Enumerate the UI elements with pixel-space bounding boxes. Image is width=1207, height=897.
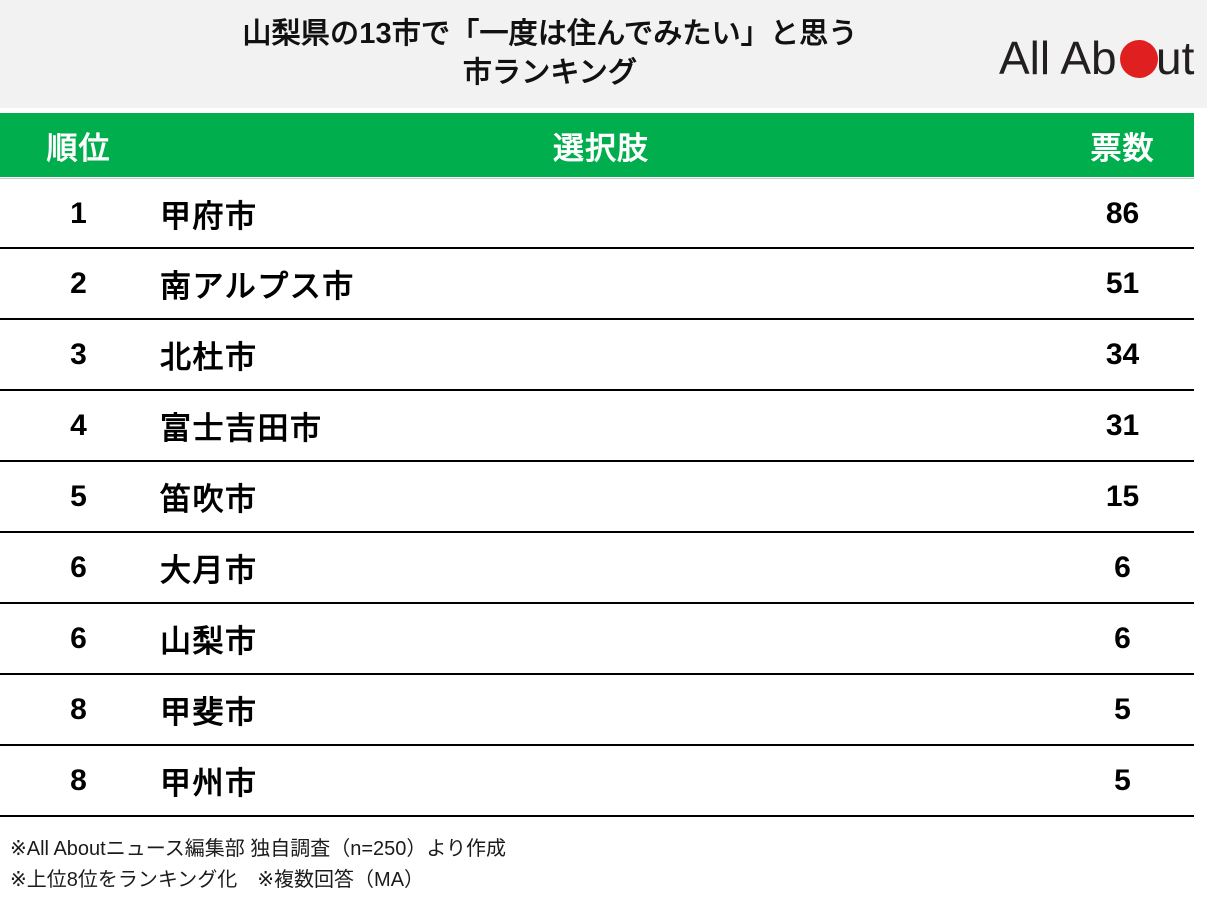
table-row: 2 南アルプス市 51 bbox=[0, 249, 1194, 320]
cell-votes: 51 bbox=[1105, 266, 1140, 300]
cell-choice: 甲斐市 bbox=[160, 695, 258, 730]
cell-rank: 6 bbox=[70, 550, 87, 584]
cell-rank: 3 bbox=[70, 337, 87, 371]
column-header-votes: 票数 bbox=[1090, 130, 1155, 166]
footnotes: ※All Aboutニュース編集部 独自調査（n=250）より作成 ※上位8位を… bbox=[10, 834, 1010, 896]
table-row: 1 甲府市 86 bbox=[0, 178, 1194, 249]
column-header-rank: 順位 bbox=[46, 130, 111, 166]
cell-votes: 86 bbox=[1105, 196, 1140, 230]
cell-choice: 甲府市 bbox=[160, 199, 258, 234]
cell-votes: 5 bbox=[1114, 763, 1131, 797]
table-body: 1 甲府市 86 2 南アルプス市 51 3 北杜市 34 4 富士吉田市 31… bbox=[0, 178, 1194, 817]
table-row: 3 北杜市 34 bbox=[0, 320, 1194, 391]
table-row: 8 甲斐市 5 bbox=[0, 675, 1194, 746]
cell-rank: 1 bbox=[70, 196, 87, 230]
table-row: 8 甲州市 5 bbox=[0, 746, 1194, 817]
cell-choice: 大月市 bbox=[160, 553, 258, 588]
cell-choice: 山梨市 bbox=[160, 624, 258, 659]
cell-rank: 8 bbox=[70, 763, 87, 797]
table-row: 4 富士吉田市 31 bbox=[0, 391, 1194, 462]
cell-choice: 笛吹市 bbox=[160, 482, 258, 517]
cell-votes: 31 bbox=[1105, 408, 1140, 442]
page-title-line-1: 山梨県の13市で「一度は住んでみたい」と思う bbox=[242, 18, 858, 51]
cell-rank: 2 bbox=[70, 266, 87, 300]
cell-rank: 6 bbox=[70, 621, 87, 655]
logo-text-before: All Ab bbox=[999, 32, 1117, 84]
cell-choice: 富士吉田市 bbox=[160, 411, 323, 446]
cell-votes: 34 bbox=[1105, 337, 1140, 371]
all-about-logo: All Ab ut bbox=[999, 30, 1199, 88]
footnote-source: ※All Aboutニュース編集部 独自調査（n=250）より作成 bbox=[10, 838, 507, 860]
table-row: 6 山梨市 6 bbox=[0, 604, 1194, 675]
column-header-choice: 選択肢 bbox=[553, 130, 649, 166]
page-title: 山梨県の13市で「一度は住んでみたい」と思う 市ランキング bbox=[120, 8, 980, 100]
title-band: 山梨県の13市で「一度は住んでみたい」と思う 市ランキング All Ab ut bbox=[0, 0, 1207, 108]
cell-rank: 8 bbox=[70, 692, 87, 726]
cell-choice: 南アルプス市 bbox=[160, 269, 355, 304]
table-row: 6 大月市 6 bbox=[0, 533, 1194, 604]
cell-votes: 6 bbox=[1114, 550, 1131, 584]
table-header-row: 順位 選択肢 票数 bbox=[0, 113, 1194, 177]
page-title-line-2: 市ランキング bbox=[462, 57, 638, 89]
cell-votes: 15 bbox=[1105, 479, 1140, 513]
cell-votes: 5 bbox=[1114, 692, 1131, 726]
red-circle-icon bbox=[1120, 40, 1158, 78]
cell-rank: 5 bbox=[70, 479, 87, 513]
table-row: 5 笛吹市 15 bbox=[0, 462, 1194, 533]
cell-choice: 甲州市 bbox=[160, 766, 258, 801]
cell-rank: 4 bbox=[70, 408, 87, 442]
cell-votes: 6 bbox=[1114, 621, 1131, 655]
logo-text-after: ut bbox=[1156, 32, 1195, 84]
cell-choice: 北杜市 bbox=[160, 340, 258, 375]
footnote-method: ※上位8位をランキング化 ※複数回答（MA） bbox=[10, 869, 425, 891]
